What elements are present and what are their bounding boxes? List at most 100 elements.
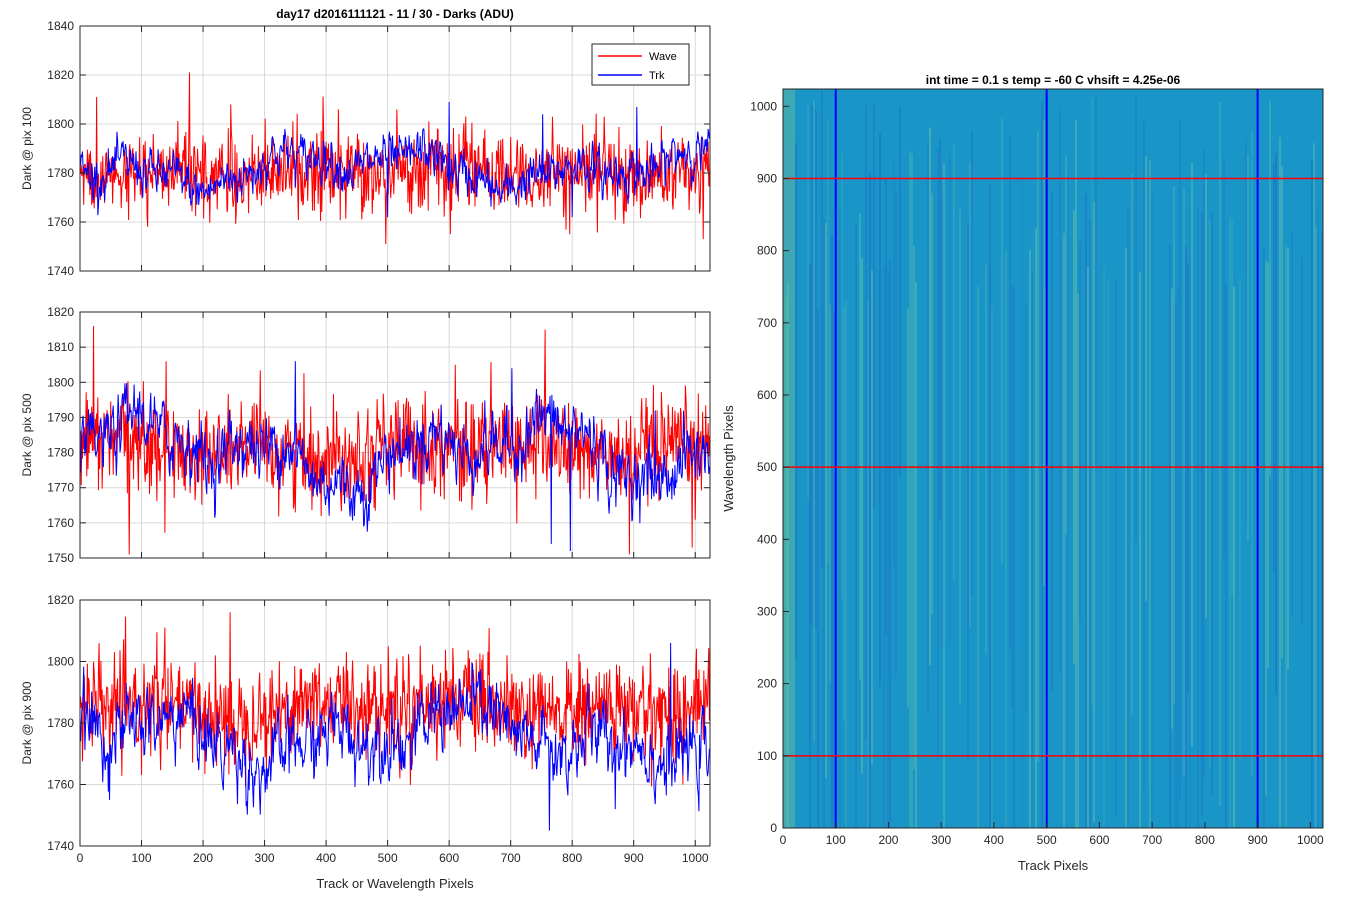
heatmap-streak xyxy=(1025,301,1027,712)
heatmap-streak xyxy=(1031,272,1033,829)
heatmap-streak xyxy=(943,162,945,828)
heatmap-streak xyxy=(1223,157,1225,559)
heatmap-streak xyxy=(807,105,809,499)
y-tick-label: 1760 xyxy=(47,516,74,530)
y-tick-label: 700 xyxy=(757,316,777,330)
heatmap-streak xyxy=(895,190,897,677)
x-tick-label: 500 xyxy=(1037,833,1057,847)
heatmap-streak xyxy=(1267,262,1269,669)
y-tick-label: 1800 xyxy=(47,117,74,131)
heatmap-streak xyxy=(1107,279,1109,753)
heatmap-streak xyxy=(1075,120,1077,828)
heatmap-streak xyxy=(1135,94,1137,543)
x-tick-label: 600 xyxy=(1089,833,1109,847)
heatmap-streak xyxy=(1185,244,1187,828)
heatmap-streak xyxy=(1115,278,1117,817)
heatmap-streak xyxy=(861,258,863,774)
y-tick-label: 1780 xyxy=(47,716,74,730)
heatmap-streak xyxy=(1263,248,1265,829)
x-tick-label: 600 xyxy=(439,851,459,865)
heatmap-streak xyxy=(1203,147,1205,779)
heatmap-streak xyxy=(1197,209,1199,828)
y-tick-label: 1800 xyxy=(47,655,74,669)
heatmap-streak xyxy=(1145,155,1147,601)
heatmap-streak xyxy=(967,221,969,762)
y-tick-label: 1790 xyxy=(47,410,74,424)
y-tick-label: 1000 xyxy=(750,99,777,113)
heatmap-streak xyxy=(821,90,823,569)
heatmap-streak xyxy=(1269,100,1271,477)
y-tick-label: 1840 xyxy=(47,19,74,33)
y-axis-label: Dark @ pix 500 xyxy=(20,393,34,476)
heatmap-streak xyxy=(1211,212,1213,796)
heatmap-streak xyxy=(991,306,993,828)
heatmap-streak xyxy=(1009,134,1011,651)
heatmap-streak xyxy=(1127,206,1129,828)
y-tick-label: 1750 xyxy=(47,551,74,565)
series-line-wave xyxy=(80,612,710,787)
y-tick-label: 400 xyxy=(757,532,777,546)
heatmap-streak xyxy=(787,284,789,828)
heatmap-streak xyxy=(1169,245,1171,829)
heatmap-streak xyxy=(907,308,909,708)
heatmap-streak xyxy=(825,222,827,779)
heatmap-streak xyxy=(931,193,933,615)
heatmap-streak xyxy=(1063,233,1065,828)
heatmap-streak xyxy=(855,223,857,828)
x-tick-label: 500 xyxy=(378,851,398,865)
y-tick-label: 300 xyxy=(757,604,777,618)
x-tick-label: 100 xyxy=(132,851,152,865)
heatmap-streak xyxy=(1229,215,1231,828)
legend-box xyxy=(591,43,690,86)
heatmap-streak xyxy=(1225,285,1227,829)
y-tick-label: 200 xyxy=(757,677,777,691)
heatmap-streak xyxy=(913,245,915,770)
line-axes-2: 1750 1760 1770 1780 1790 1800 1810 1820 Dark @ p… xyxy=(20,305,711,565)
y-tick-label: 800 xyxy=(757,244,777,258)
heatmap-streak xyxy=(1001,118,1003,563)
axes-frame xyxy=(79,25,711,272)
heatmap-streak xyxy=(1275,153,1277,695)
heatmap-streak xyxy=(1125,247,1127,828)
heatmap-streak xyxy=(815,109,817,627)
y-tick-label: 1770 xyxy=(47,481,74,495)
heatmap-streak xyxy=(859,213,861,680)
heatmap-streak xyxy=(915,282,917,828)
heatmap-streak xyxy=(939,139,941,521)
x-tick-label: 900 xyxy=(1248,833,1268,847)
x-tick-label: 200 xyxy=(193,851,213,865)
heatmap-streak xyxy=(1143,122,1145,791)
heatmap-streak xyxy=(789,104,791,680)
heatmap-streak xyxy=(1177,281,1179,828)
y-tick-label: 1810 xyxy=(47,340,74,354)
heatmap-streak xyxy=(839,210,841,828)
x-axis-label: Track or Wavelength Pixels xyxy=(316,876,474,891)
heatmap-streak xyxy=(1091,98,1093,706)
heatmap-streak xyxy=(909,150,911,828)
heatmap-title: int time = 0.1 s temp = -60 C vhsift = 4… xyxy=(926,73,1181,87)
y-axis-label: Dark @ pix 900 xyxy=(20,681,34,764)
heatmap-streak xyxy=(1191,162,1193,747)
heatmap-streak xyxy=(1077,293,1079,829)
y-tick-label: 0 xyxy=(770,821,777,835)
heatmap-streak xyxy=(971,131,973,597)
legend-label: Trk xyxy=(649,70,665,82)
y-tick-label: 500 xyxy=(757,460,777,474)
x-tick-label: 300 xyxy=(255,851,275,865)
heatmap-streak xyxy=(1285,245,1287,829)
heatmap-streak xyxy=(843,305,845,722)
heatmap-streak xyxy=(1073,210,1075,665)
heatmap-streak xyxy=(1187,262,1189,693)
heatmap-streak xyxy=(1011,285,1013,708)
heatmap-streak xyxy=(809,264,811,828)
heatmap-streak xyxy=(929,127,931,666)
heatmap-streak xyxy=(1321,231,1323,829)
heatmap-streak xyxy=(831,234,833,829)
heatmap-streak xyxy=(911,153,913,829)
heatmap-streak xyxy=(823,219,825,829)
heatmap-streak xyxy=(1239,279,1241,760)
x-tick-label: 1000 xyxy=(682,851,709,865)
heatmap-streak xyxy=(1021,178,1023,829)
heatmap-streak xyxy=(795,143,797,660)
